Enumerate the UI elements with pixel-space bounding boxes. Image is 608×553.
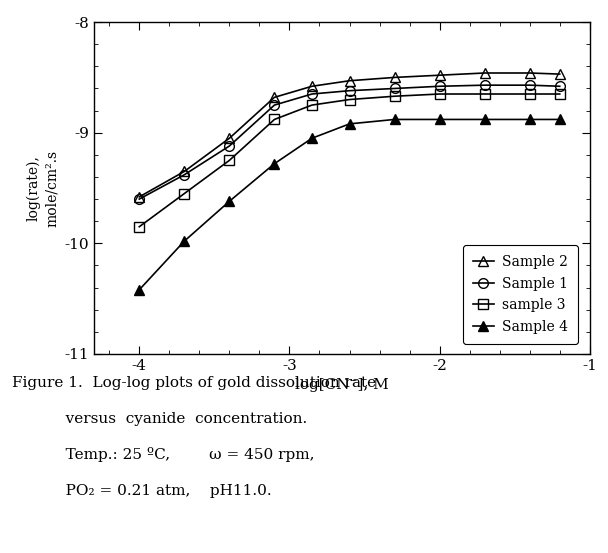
- Sample 2: [481, 70, 488, 76]
- Sample 2: [436, 72, 443, 79]
- Sample 4: [346, 121, 353, 127]
- Sample 1: [136, 196, 143, 202]
- Line: sample 3: sample 3: [134, 89, 565, 232]
- Text: versus  cyanide  concentration.: versus cyanide concentration.: [12, 412, 308, 426]
- Sample 1: [481, 82, 488, 88]
- Sample 4: [308, 135, 316, 142]
- Sample 4: [556, 116, 564, 123]
- sample 3: [436, 91, 443, 97]
- Text: PO₂ = 0.21 atm,    pH11.0.: PO₂ = 0.21 atm, pH11.0.: [12, 484, 272, 498]
- sample 3: [226, 157, 233, 164]
- Sample 4: [226, 198, 233, 205]
- sample 3: [526, 91, 533, 97]
- Text: Figure 1.  Log-log plots of gold dissolution rate: Figure 1. Log-log plots of gold dissolut…: [12, 376, 376, 390]
- sample 3: [481, 91, 488, 97]
- Sample 1: [556, 83, 564, 90]
- sample 3: [271, 116, 278, 123]
- sample 3: [556, 91, 564, 97]
- Sample 2: [181, 168, 188, 175]
- sample 3: [346, 96, 353, 103]
- Line: Sample 1: Sample 1: [134, 80, 565, 204]
- Sample 1: [181, 171, 188, 178]
- Y-axis label: log(rate),
mole/cm².s: log(rate), mole/cm².s: [26, 149, 59, 227]
- Sample 2: [556, 71, 564, 77]
- Text: Temp.: 25 ºC,        ω = 450 rpm,: Temp.: 25 ºC, ω = 450 rpm,: [12, 447, 315, 462]
- Sample 4: [181, 238, 188, 244]
- sample 3: [391, 93, 398, 100]
- Sample 1: [271, 102, 278, 108]
- Sample 4: [436, 116, 443, 123]
- Legend: Sample 2, Sample 1, sample 3, Sample 4: Sample 2, Sample 1, sample 3, Sample 4: [463, 246, 578, 343]
- Sample 4: [526, 116, 533, 123]
- Sample 2: [271, 94, 278, 101]
- Sample 2: [346, 77, 353, 84]
- Sample 2: [526, 70, 533, 76]
- sample 3: [136, 223, 143, 230]
- Sample 1: [391, 85, 398, 92]
- Line: Sample 4: Sample 4: [134, 114, 565, 295]
- sample 3: [181, 190, 188, 197]
- Sample 2: [226, 135, 233, 142]
- Sample 1: [308, 91, 316, 97]
- Sample 4: [271, 160, 278, 167]
- X-axis label: log[CN⁻], M: log[CN⁻], M: [295, 378, 389, 392]
- Sample 4: [136, 286, 143, 293]
- Line: Sample 2: Sample 2: [134, 68, 565, 202]
- Sample 1: [226, 143, 233, 149]
- Sample 4: [391, 116, 398, 123]
- Sample 1: [526, 82, 533, 88]
- sample 3: [308, 102, 316, 108]
- Sample 1: [436, 83, 443, 90]
- Sample 2: [391, 74, 398, 81]
- Sample 2: [308, 83, 316, 90]
- Sample 4: [481, 116, 488, 123]
- Sample 2: [136, 194, 143, 200]
- Sample 1: [346, 87, 353, 94]
